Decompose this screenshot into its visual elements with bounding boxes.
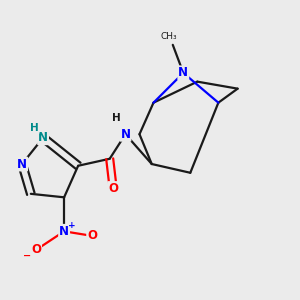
Text: H: H: [30, 123, 39, 133]
Text: N: N: [178, 66, 188, 80]
Text: O: O: [108, 182, 118, 195]
Text: +: +: [68, 220, 76, 230]
Text: O: O: [87, 230, 97, 242]
Text: N: N: [121, 128, 130, 141]
Text: CH₃: CH₃: [161, 32, 178, 40]
Text: H: H: [112, 113, 121, 123]
Text: N: N: [17, 158, 27, 170]
Text: O: O: [31, 243, 41, 256]
Text: −: −: [23, 251, 32, 261]
Text: N: N: [38, 131, 48, 144]
Text: N: N: [59, 225, 69, 238]
